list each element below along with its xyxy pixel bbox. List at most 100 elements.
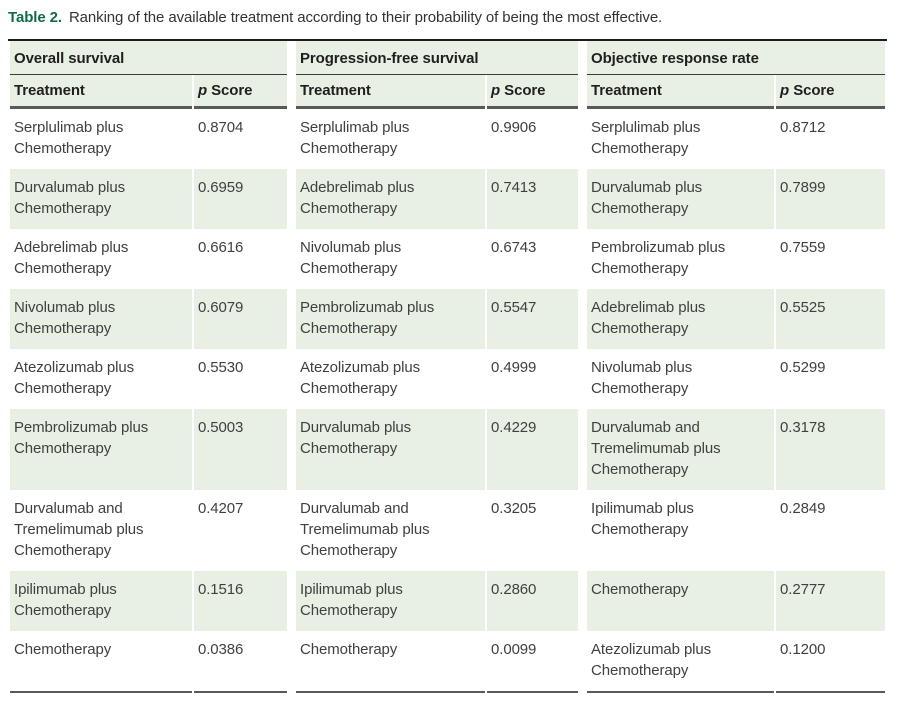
p-score-cell: 0.1200	[776, 631, 886, 693]
p-score-cell: 0.9906	[491, 119, 537, 136]
table-row: Pembrolizumab plus Chemotherapy 0.5003 D…	[10, 409, 886, 490]
column-gap	[580, 490, 586, 571]
p-italic: p	[780, 82, 790, 99]
treatment-cell: Pembrolizumab plus Chemotherapy	[591, 239, 726, 277]
column-gap	[580, 41, 586, 75]
p-score-cell: 0.5003	[194, 409, 288, 490]
p-score-cell: 0.8712	[780, 119, 826, 136]
treatment-cell: Nivolumab plus Chemotherapy	[10, 289, 192, 349]
column-gap	[580, 571, 586, 631]
table-row: Nivolumab plus Chemotherapy 0.6079 Pembr…	[10, 289, 886, 349]
p-score-cell: 0.5547	[487, 289, 579, 349]
treatment-cell: Durvalumab and Tremelimumab plus Chemoth…	[14, 500, 144, 559]
p-score-cell: 0.2777	[776, 571, 886, 631]
column-gap	[289, 169, 295, 229]
p-score-cell: 0.6616	[198, 239, 244, 256]
table-number-label: Table 2.	[8, 9, 62, 26]
p-score-cell: 0.5530	[198, 359, 244, 376]
p-score-cell: 0.3178	[776, 409, 886, 490]
column-header-row: Treatment p Score Treatment p Score Trea…	[10, 75, 886, 109]
p-italic: p	[198, 82, 208, 99]
p-italic: p	[491, 82, 501, 99]
column-header-treatment-orr: Treatment	[587, 75, 775, 109]
treatment-cell: Adebrelimab plus Chemotherapy	[14, 239, 129, 277]
p-score-cell: 0.7559	[780, 239, 826, 256]
column-gap	[289, 229, 295, 289]
p-score-cell: 0.5525	[776, 289, 886, 349]
table-caption-text: Ranking of the available treatment accor…	[68, 9, 663, 26]
column-gap	[289, 631, 295, 693]
column-gap	[289, 409, 295, 490]
treatment-cell: Nivolumab plus Chemotherapy	[591, 359, 693, 397]
column-gap	[289, 289, 295, 349]
p-score-cell: 0.0099	[487, 631, 579, 693]
treatment-cell: Atezolizumab plus Chemotherapy	[587, 631, 775, 693]
treatment-cell: Serplulimab plus Chemotherapy	[591, 119, 701, 157]
table-row: Adebrelimab plus Chemotherapy 0.6616 Niv…	[10, 229, 885, 289]
column-gap	[289, 349, 295, 409]
p-score-cell: 0.6743	[491, 239, 537, 256]
column-gap	[580, 289, 586, 349]
column-gap	[289, 109, 295, 169]
group-header-row: Overall survival Progression-free surviv…	[10, 41, 886, 75]
group-header-objective-response-rate: Objective response rate	[587, 41, 886, 75]
column-gap	[580, 229, 586, 289]
p-score-cell: 0.0386	[194, 631, 288, 693]
table-row: Chemotherapy 0.0386 Chemotherapy 0.0099 …	[10, 631, 886, 693]
score-label: Score	[793, 82, 835, 99]
treatment-cell: Adebrelimab plus Chemotherapy	[587, 289, 775, 349]
p-score-cell: 0.4229	[487, 409, 579, 490]
group-header-progression-free-survival: Progression-free survival	[296, 41, 579, 75]
column-header-p-score-orr: p Score	[776, 75, 886, 109]
treatment-cell: Durvalumab and Tremelimumab plus Chemoth…	[300, 500, 430, 559]
column-gap	[580, 409, 586, 490]
treatment-cell: Durvalumab and Tremelimumab plus Chemoth…	[587, 409, 775, 490]
column-header-treatment-pfs: Treatment	[296, 75, 486, 109]
treatment-cell: Pembrolizumab plus Chemotherapy	[10, 409, 192, 490]
p-score-cell: 0.7899	[776, 169, 886, 229]
p-score-cell: 0.8704	[198, 119, 244, 136]
treatment-cell: Durvalumab plus Chemotherapy	[587, 169, 775, 229]
treatment-cell: Ipilimumab plus Chemotherapy	[296, 571, 486, 631]
column-header-treatment-os: Treatment	[10, 75, 192, 109]
column-header-p-score-pfs: p Score	[487, 75, 579, 109]
column-gap	[289, 571, 295, 631]
treatment-cell: Chemotherapy	[587, 571, 775, 631]
score-label: Score	[211, 82, 253, 99]
score-label: Score	[504, 82, 546, 99]
column-gap	[289, 75, 295, 109]
group-header-overall-survival: Overall survival	[10, 41, 288, 75]
treatment-cell: Nivolumab plus Chemotherapy	[300, 239, 402, 277]
treatment-cell: Atezolizumab plus Chemotherapy	[300, 359, 421, 397]
table-row: Serplulimab plus Chemotherapy 0.8704 Ser…	[10, 109, 885, 169]
column-gap	[580, 349, 586, 409]
table-row: Durvalumab plus Chemotherapy 0.6959 Adeb…	[10, 169, 886, 229]
column-gap	[289, 41, 295, 75]
table-row: Durvalumab and Tremelimumab plus Chemoth…	[10, 490, 885, 571]
column-gap	[580, 631, 586, 693]
treatment-cell: Ipilimumab plus Chemotherapy	[10, 571, 192, 631]
p-score-cell: 0.4999	[491, 359, 537, 376]
table-row: Ipilimumab plus Chemotherapy 0.1516 Ipil…	[10, 571, 886, 631]
treatment-cell: Pembrolizumab plus Chemotherapy	[296, 289, 486, 349]
treatment-cell: Chemotherapy	[10, 631, 192, 693]
column-gap	[580, 169, 586, 229]
treatment-cell: Durvalumab plus Chemotherapy	[10, 169, 192, 229]
p-score-cell: 0.6079	[194, 289, 288, 349]
p-score-cell: 0.1516	[194, 571, 288, 631]
treatment-cell: Durvalumab plus Chemotherapy	[296, 409, 486, 490]
table-row: Atezolizumab plus Chemotherapy 0.5530 At…	[10, 349, 885, 409]
table-top-rule	[8, 39, 887, 41]
p-score-cell: 0.4207	[198, 500, 244, 517]
p-score-cell: 0.6959	[194, 169, 288, 229]
column-gap	[580, 75, 586, 109]
p-score-cell: 0.7413	[487, 169, 579, 229]
p-score-cell: 0.2849	[780, 500, 826, 517]
treatment-cell: Serplulimab plus Chemotherapy	[14, 119, 124, 157]
column-header-p-score-os: p Score	[194, 75, 288, 109]
p-score-cell: 0.2860	[487, 571, 579, 631]
column-gap	[289, 490, 295, 571]
treatment-cell: Atezolizumab plus Chemotherapy	[14, 359, 135, 397]
table-caption: Table 2. Ranking of the available treatme…	[8, 8, 887, 28]
